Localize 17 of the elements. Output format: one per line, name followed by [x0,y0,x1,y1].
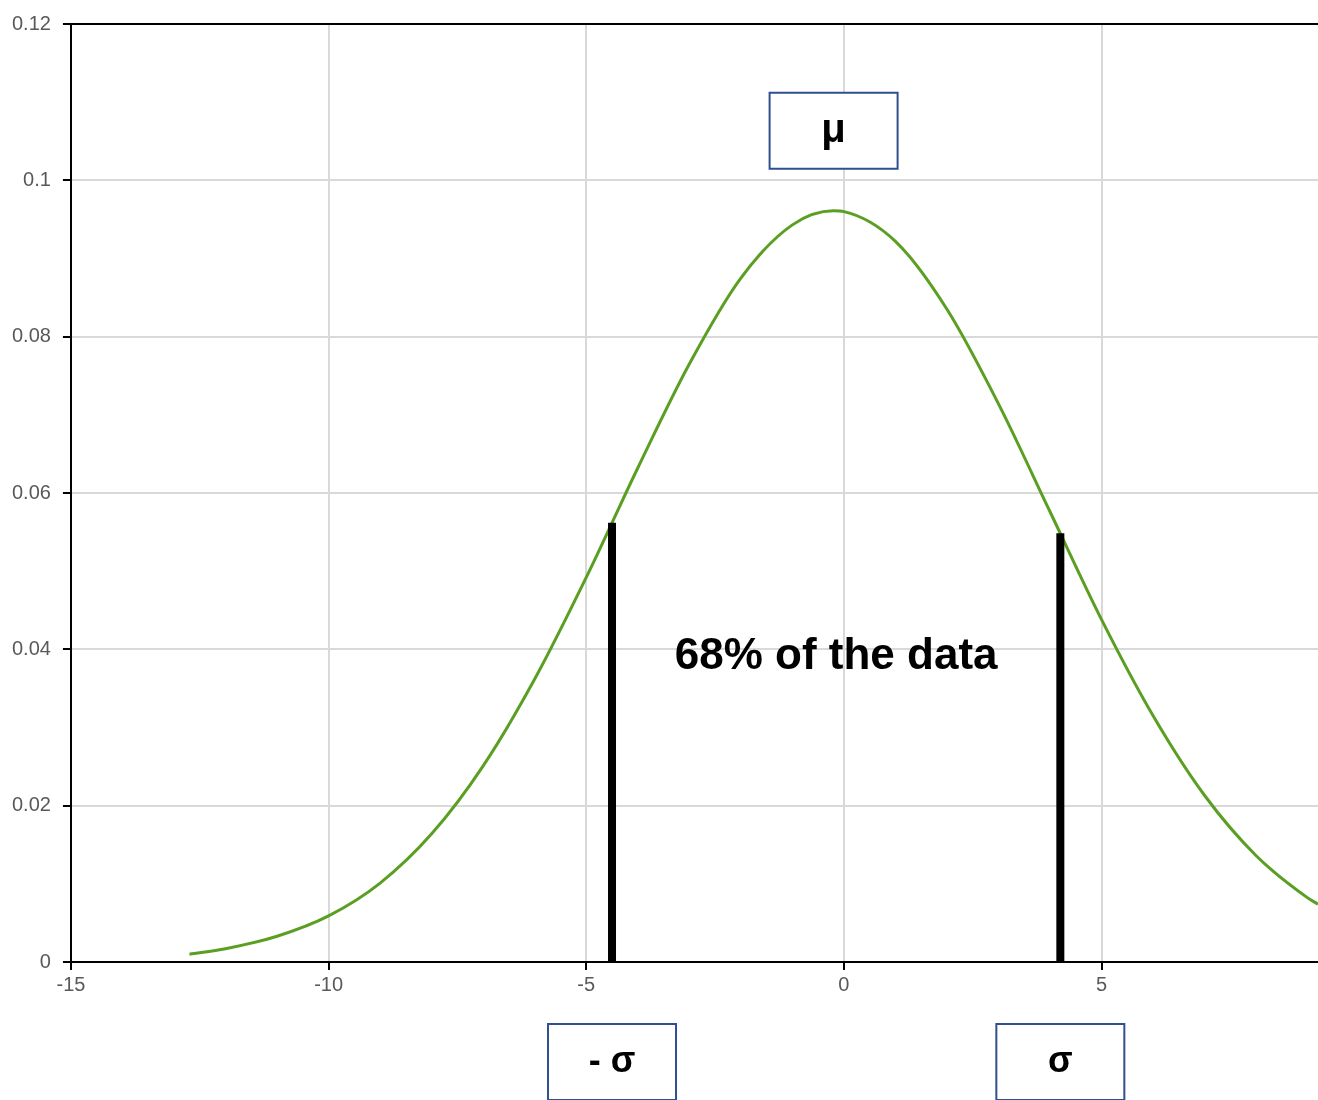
y-tick-label: 0.1 [23,167,51,190]
y-tick-label: 0 [39,949,51,972]
x-tick-label: -15 [56,972,86,995]
y-tick-label: 0.12 [11,11,51,34]
annotation: μ [821,105,846,150]
y-tick-label: 0.02 [11,793,51,816]
x-tick-label: -10 [314,972,344,995]
ref-line-label: - σ [588,1038,636,1080]
x-tick-label: -5 [577,972,596,995]
annotation: 68% of the data [674,629,999,679]
x-tick-label: 5 [1096,972,1108,995]
y-tick-label: 0.04 [11,636,51,659]
line-series [187,209,1318,956]
y-tick-label: 0.06 [11,480,51,503]
x-tick-label: 0 [838,972,850,995]
ref-line-label: σ [1048,1038,1073,1080]
y-tick-label: 0.08 [11,324,51,347]
